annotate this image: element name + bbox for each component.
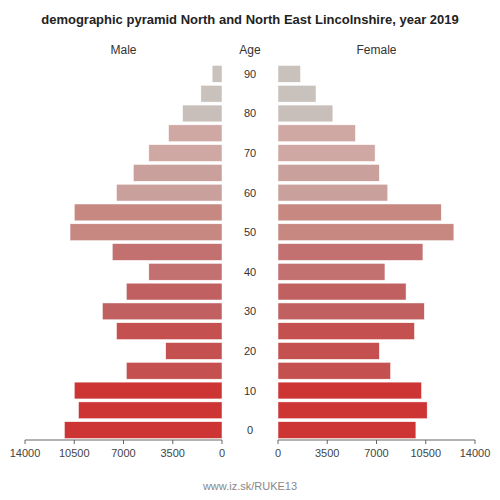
category-label: 10 — [244, 385, 256, 397]
category-label: 60 — [244, 187, 256, 199]
bar — [278, 303, 424, 320]
x-tick-label: 10500 — [410, 447, 441, 459]
bar — [278, 343, 379, 360]
bar — [278, 204, 441, 221]
bar — [78, 402, 222, 419]
bar — [149, 263, 222, 280]
x-tick — [123, 440, 124, 444]
bar — [278, 263, 385, 280]
bar — [278, 283, 406, 300]
bar — [183, 105, 222, 122]
bar — [201, 85, 222, 102]
x-tick-label: 3500 — [161, 447, 185, 459]
footer: www.iz.sk/RUKE13 — [202, 480, 297, 492]
bar — [278, 184, 388, 201]
bar — [278, 323, 414, 340]
bar — [70, 224, 222, 241]
category-label: 50 — [244, 226, 256, 238]
chart: demographic pyramid North and North East… — [0, 0, 500, 500]
bar — [278, 164, 379, 181]
bar — [116, 184, 222, 201]
x-tick-label: 0 — [275, 447, 281, 459]
bar — [278, 145, 375, 162]
bar — [278, 65, 301, 82]
bar — [278, 224, 454, 241]
category-label: 80 — [244, 107, 256, 119]
x-tick — [172, 440, 173, 444]
bar — [116, 323, 222, 340]
bar — [149, 145, 222, 162]
axis-label: Age — [239, 43, 261, 57]
category-label: 70 — [244, 147, 256, 159]
bar — [102, 303, 222, 320]
bar — [212, 65, 222, 82]
background — [0, 0, 500, 500]
bar — [74, 204, 222, 221]
x-tick-label: 0 — [219, 447, 225, 459]
x-tick — [327, 440, 328, 444]
bar — [126, 362, 222, 379]
panel-label: Female — [356, 43, 396, 57]
x-tick — [25, 440, 26, 444]
bar — [169, 125, 222, 142]
x-tick — [425, 440, 426, 444]
bars — [64, 65, 222, 438]
bar — [278, 244, 423, 261]
bar — [278, 105, 333, 122]
x-tick — [475, 440, 476, 444]
category-label: 30 — [244, 305, 256, 317]
category-label: 0 — [247, 424, 253, 436]
bar — [278, 85, 316, 102]
bar — [133, 164, 222, 181]
bar — [64, 422, 222, 439]
bar — [166, 343, 222, 360]
x-tick — [222, 440, 223, 444]
bar — [278, 362, 391, 379]
bars — [278, 65, 454, 438]
x-tick-label: 10500 — [59, 447, 90, 459]
x-tick-label: 14000 — [10, 447, 41, 459]
category-label: 90 — [244, 68, 256, 80]
bar — [278, 382, 422, 399]
bar — [74, 382, 222, 399]
x-tick — [278, 440, 279, 444]
bar — [278, 125, 355, 142]
category-label: 40 — [244, 266, 256, 278]
x-tick — [74, 440, 75, 444]
bar — [112, 244, 222, 261]
x-tick-label: 3500 — [315, 447, 339, 459]
bar — [126, 283, 222, 300]
panel-label: Male — [110, 43, 136, 57]
category-label: 20 — [244, 345, 256, 357]
bar — [278, 402, 427, 419]
x-tick-label: 14000 — [460, 447, 491, 459]
x-tick — [376, 440, 377, 444]
bar — [278, 422, 416, 439]
x-tick-label: 7000 — [364, 447, 388, 459]
x-tick-label: 7000 — [111, 447, 135, 459]
title: demographic pyramid North and North East… — [41, 12, 459, 27]
